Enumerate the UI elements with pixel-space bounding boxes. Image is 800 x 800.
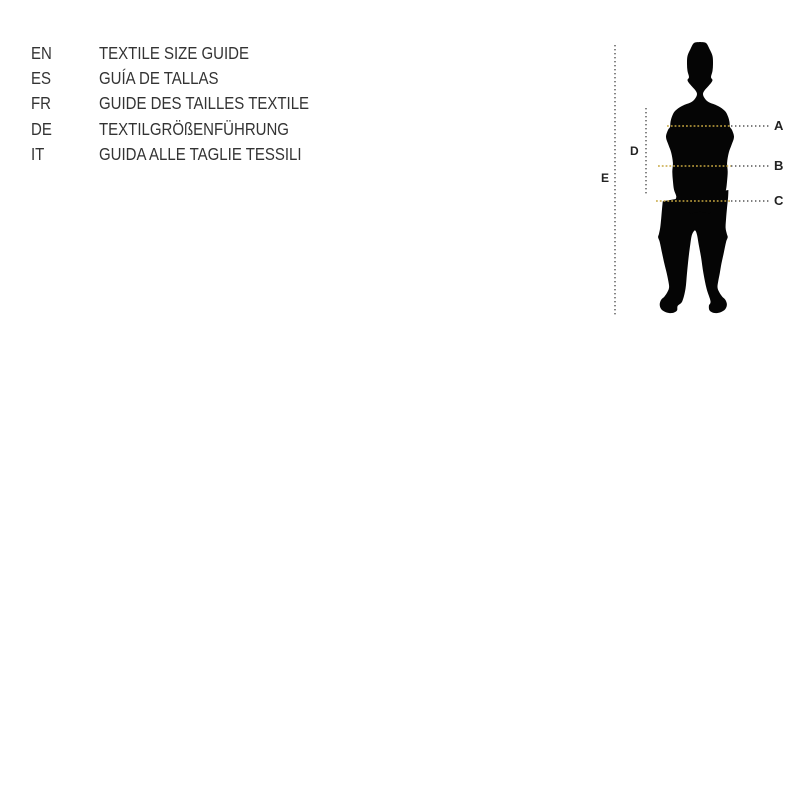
svg-text:B: B: [774, 158, 783, 173]
svg-text:C: C: [774, 193, 784, 208]
svg-text:E: E: [601, 171, 609, 185]
svg-text:D: D: [630, 144, 639, 158]
svg-text:A: A: [774, 118, 784, 133]
